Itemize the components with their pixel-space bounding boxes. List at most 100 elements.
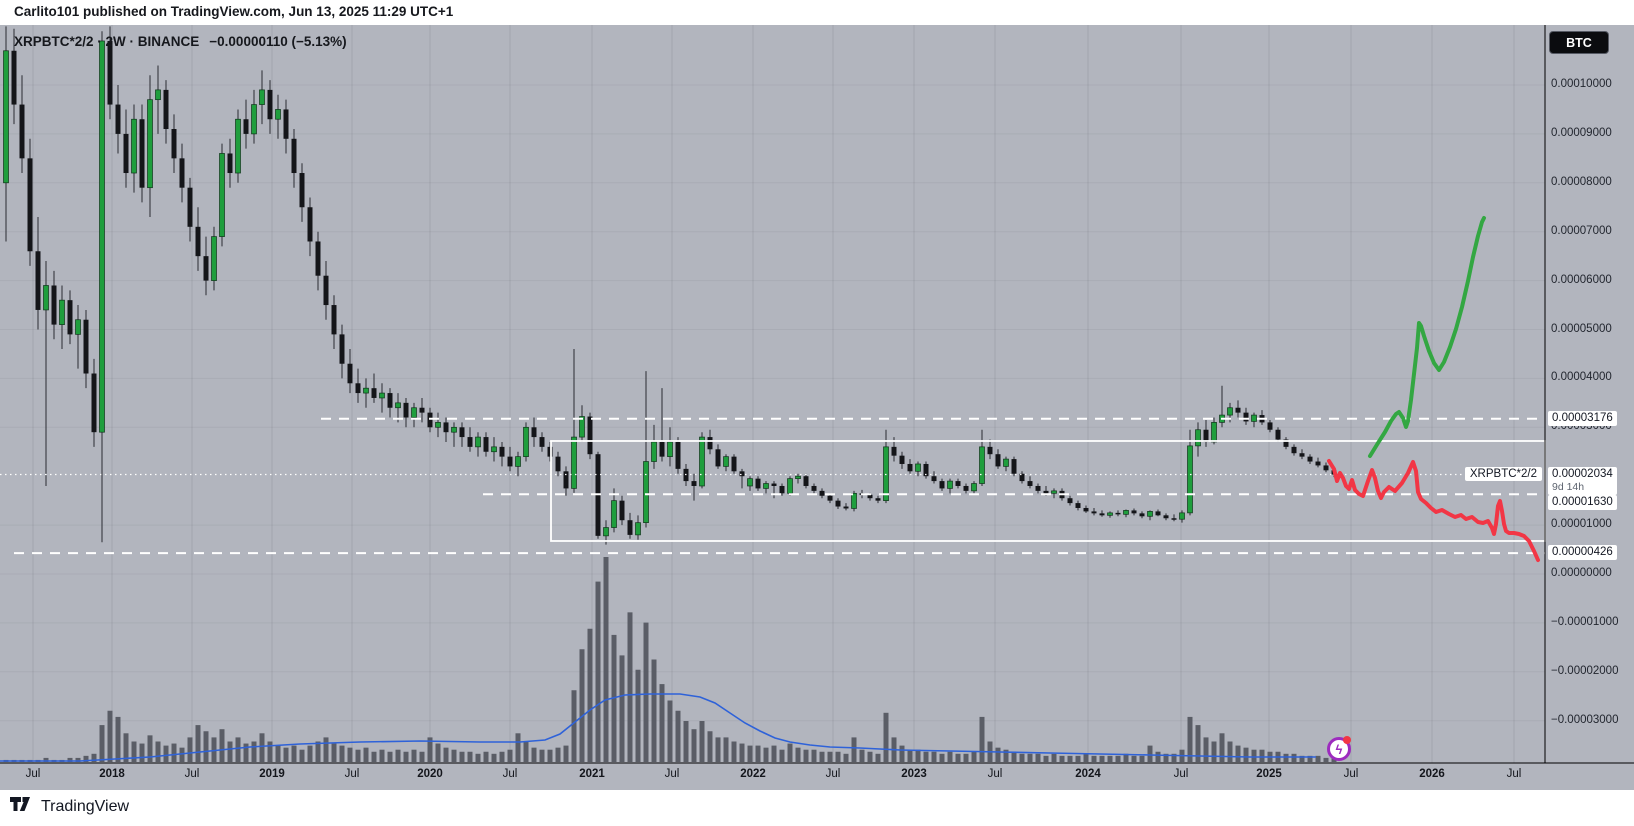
candle-body bbox=[795, 475, 801, 479]
volume-bar bbox=[499, 751, 505, 762]
volume-bar bbox=[771, 745, 777, 762]
volume-bar bbox=[1131, 755, 1137, 762]
x-axis-tick-label: 2018 bbox=[99, 768, 125, 780]
y-axis-tick-label: 0.00005000 bbox=[1551, 322, 1612, 335]
volume-bar bbox=[307, 745, 313, 762]
x-axis-tick-label: 2025 bbox=[1256, 768, 1282, 780]
candle-body bbox=[507, 456, 513, 467]
tradingview-logo-text: TradingView bbox=[41, 798, 130, 815]
candle-body bbox=[299, 173, 305, 208]
volume-bar bbox=[187, 737, 193, 762]
volume-ma-line bbox=[0, 693, 1316, 762]
candle-body bbox=[163, 89, 169, 130]
volume-bar bbox=[811, 749, 817, 762]
volume-bar bbox=[1091, 755, 1097, 762]
price-chart-canvas[interactable] bbox=[0, 25, 1634, 790]
bullish-projection-drawing[interactable] bbox=[1368, 216, 1486, 458]
candle-body bbox=[763, 483, 769, 489]
bearish-projection-drawing[interactable] bbox=[1327, 459, 1540, 562]
volume-bar bbox=[355, 749, 361, 762]
price-level-label-high[interactable]: 0.00003176 bbox=[1548, 410, 1617, 426]
volume-bar bbox=[1027, 753, 1033, 762]
volume-bar bbox=[1323, 757, 1329, 762]
streak-flash-icon[interactable]: ϟ bbox=[1327, 736, 1351, 761]
candle-body bbox=[187, 187, 193, 227]
candle-body bbox=[1251, 414, 1257, 422]
volume-bar bbox=[1043, 755, 1049, 762]
candle-body bbox=[603, 527, 609, 537]
candle-body bbox=[851, 492, 857, 509]
candle-body bbox=[1291, 446, 1297, 454]
candle-body bbox=[1043, 490, 1049, 494]
candle-body bbox=[499, 446, 505, 457]
candle-body bbox=[659, 441, 665, 457]
price-level-label-low[interactable]: 0.00000426 bbox=[1548, 545, 1617, 561]
volume-bar bbox=[291, 745, 297, 762]
volume-bar bbox=[723, 737, 729, 762]
volume-bar bbox=[995, 747, 1001, 762]
candle-body bbox=[251, 104, 257, 135]
tradingview-logo-icon bbox=[10, 797, 30, 811]
candle-body bbox=[331, 305, 337, 335]
candle-body bbox=[451, 426, 457, 433]
volume-bar bbox=[699, 721, 705, 762]
volume-bar bbox=[75, 757, 81, 762]
volume-bar bbox=[531, 747, 537, 762]
volume-bar bbox=[491, 753, 497, 762]
volume-bar bbox=[899, 745, 905, 762]
y-axis-tick-label: −0.00003000 bbox=[1551, 713, 1619, 726]
volume-bar bbox=[739, 743, 745, 762]
candle-body bbox=[35, 251, 41, 310]
volume-bar bbox=[403, 751, 409, 762]
candle-body bbox=[875, 498, 881, 501]
volume-bar bbox=[323, 737, 329, 762]
volume-bar bbox=[763, 747, 769, 762]
candle-body bbox=[1211, 422, 1217, 443]
candle-body bbox=[403, 402, 409, 418]
candle-body bbox=[267, 89, 273, 120]
volume-bar bbox=[467, 751, 473, 762]
x-axis-tick-label: 2026 bbox=[1419, 768, 1445, 780]
candle-body bbox=[115, 104, 121, 134]
volume-bar bbox=[867, 751, 873, 762]
price-level-label-mid[interactable]: 0.00001630 bbox=[1548, 495, 1617, 511]
candle-body bbox=[139, 119, 145, 188]
candle-body bbox=[955, 481, 961, 486]
volume-bar bbox=[331, 743, 337, 762]
volume-bar bbox=[83, 755, 89, 762]
volume-bar bbox=[675, 710, 681, 762]
volume-bar bbox=[1187, 716, 1193, 762]
volume-bar bbox=[635, 669, 641, 762]
volume-bar bbox=[555, 747, 561, 762]
volume-bar bbox=[99, 725, 105, 762]
x-axis-tick-label: 2019 bbox=[259, 768, 285, 780]
volume-bar bbox=[1067, 755, 1073, 762]
currency-toggle-btc[interactable]: BTC bbox=[1549, 31, 1609, 54]
x-axis-tick-label: Jul bbox=[987, 768, 1003, 780]
volume-bar bbox=[795, 747, 801, 762]
candle-body bbox=[419, 407, 425, 413]
volume-bar bbox=[1155, 751, 1161, 762]
candle-body bbox=[651, 441, 657, 462]
chart-legend[interactable]: XRPBTC*2/2 · 2W · BINANCE −0.00000110 (−5… bbox=[14, 34, 357, 49]
candle-body bbox=[3, 50, 9, 184]
volume-bar bbox=[579, 649, 585, 762]
legend-symbol[interactable]: XRPBTC*2/2 · 2W · BINANCE bbox=[14, 34, 200, 49]
candle-body bbox=[939, 481, 945, 489]
time-scale[interactable] bbox=[0, 764, 1634, 790]
volume-bar bbox=[115, 716, 121, 762]
volume-bar bbox=[595, 581, 601, 762]
volume-bar bbox=[947, 751, 953, 762]
volume-bar bbox=[1059, 755, 1065, 762]
candle-body bbox=[667, 441, 673, 457]
candle-body bbox=[715, 449, 721, 467]
tradingview-footer-logo[interactable]: TradingView bbox=[10, 797, 129, 817]
x-axis-tick-label: 2020 bbox=[417, 768, 443, 780]
volume-bar bbox=[435, 743, 441, 762]
x-axis-tick-label: Jul bbox=[344, 768, 360, 780]
candle-body bbox=[283, 109, 289, 139]
candle-body bbox=[379, 392, 385, 399]
candle-body bbox=[131, 118, 137, 174]
volume-bar bbox=[939, 753, 945, 762]
candle-body bbox=[907, 463, 913, 472]
